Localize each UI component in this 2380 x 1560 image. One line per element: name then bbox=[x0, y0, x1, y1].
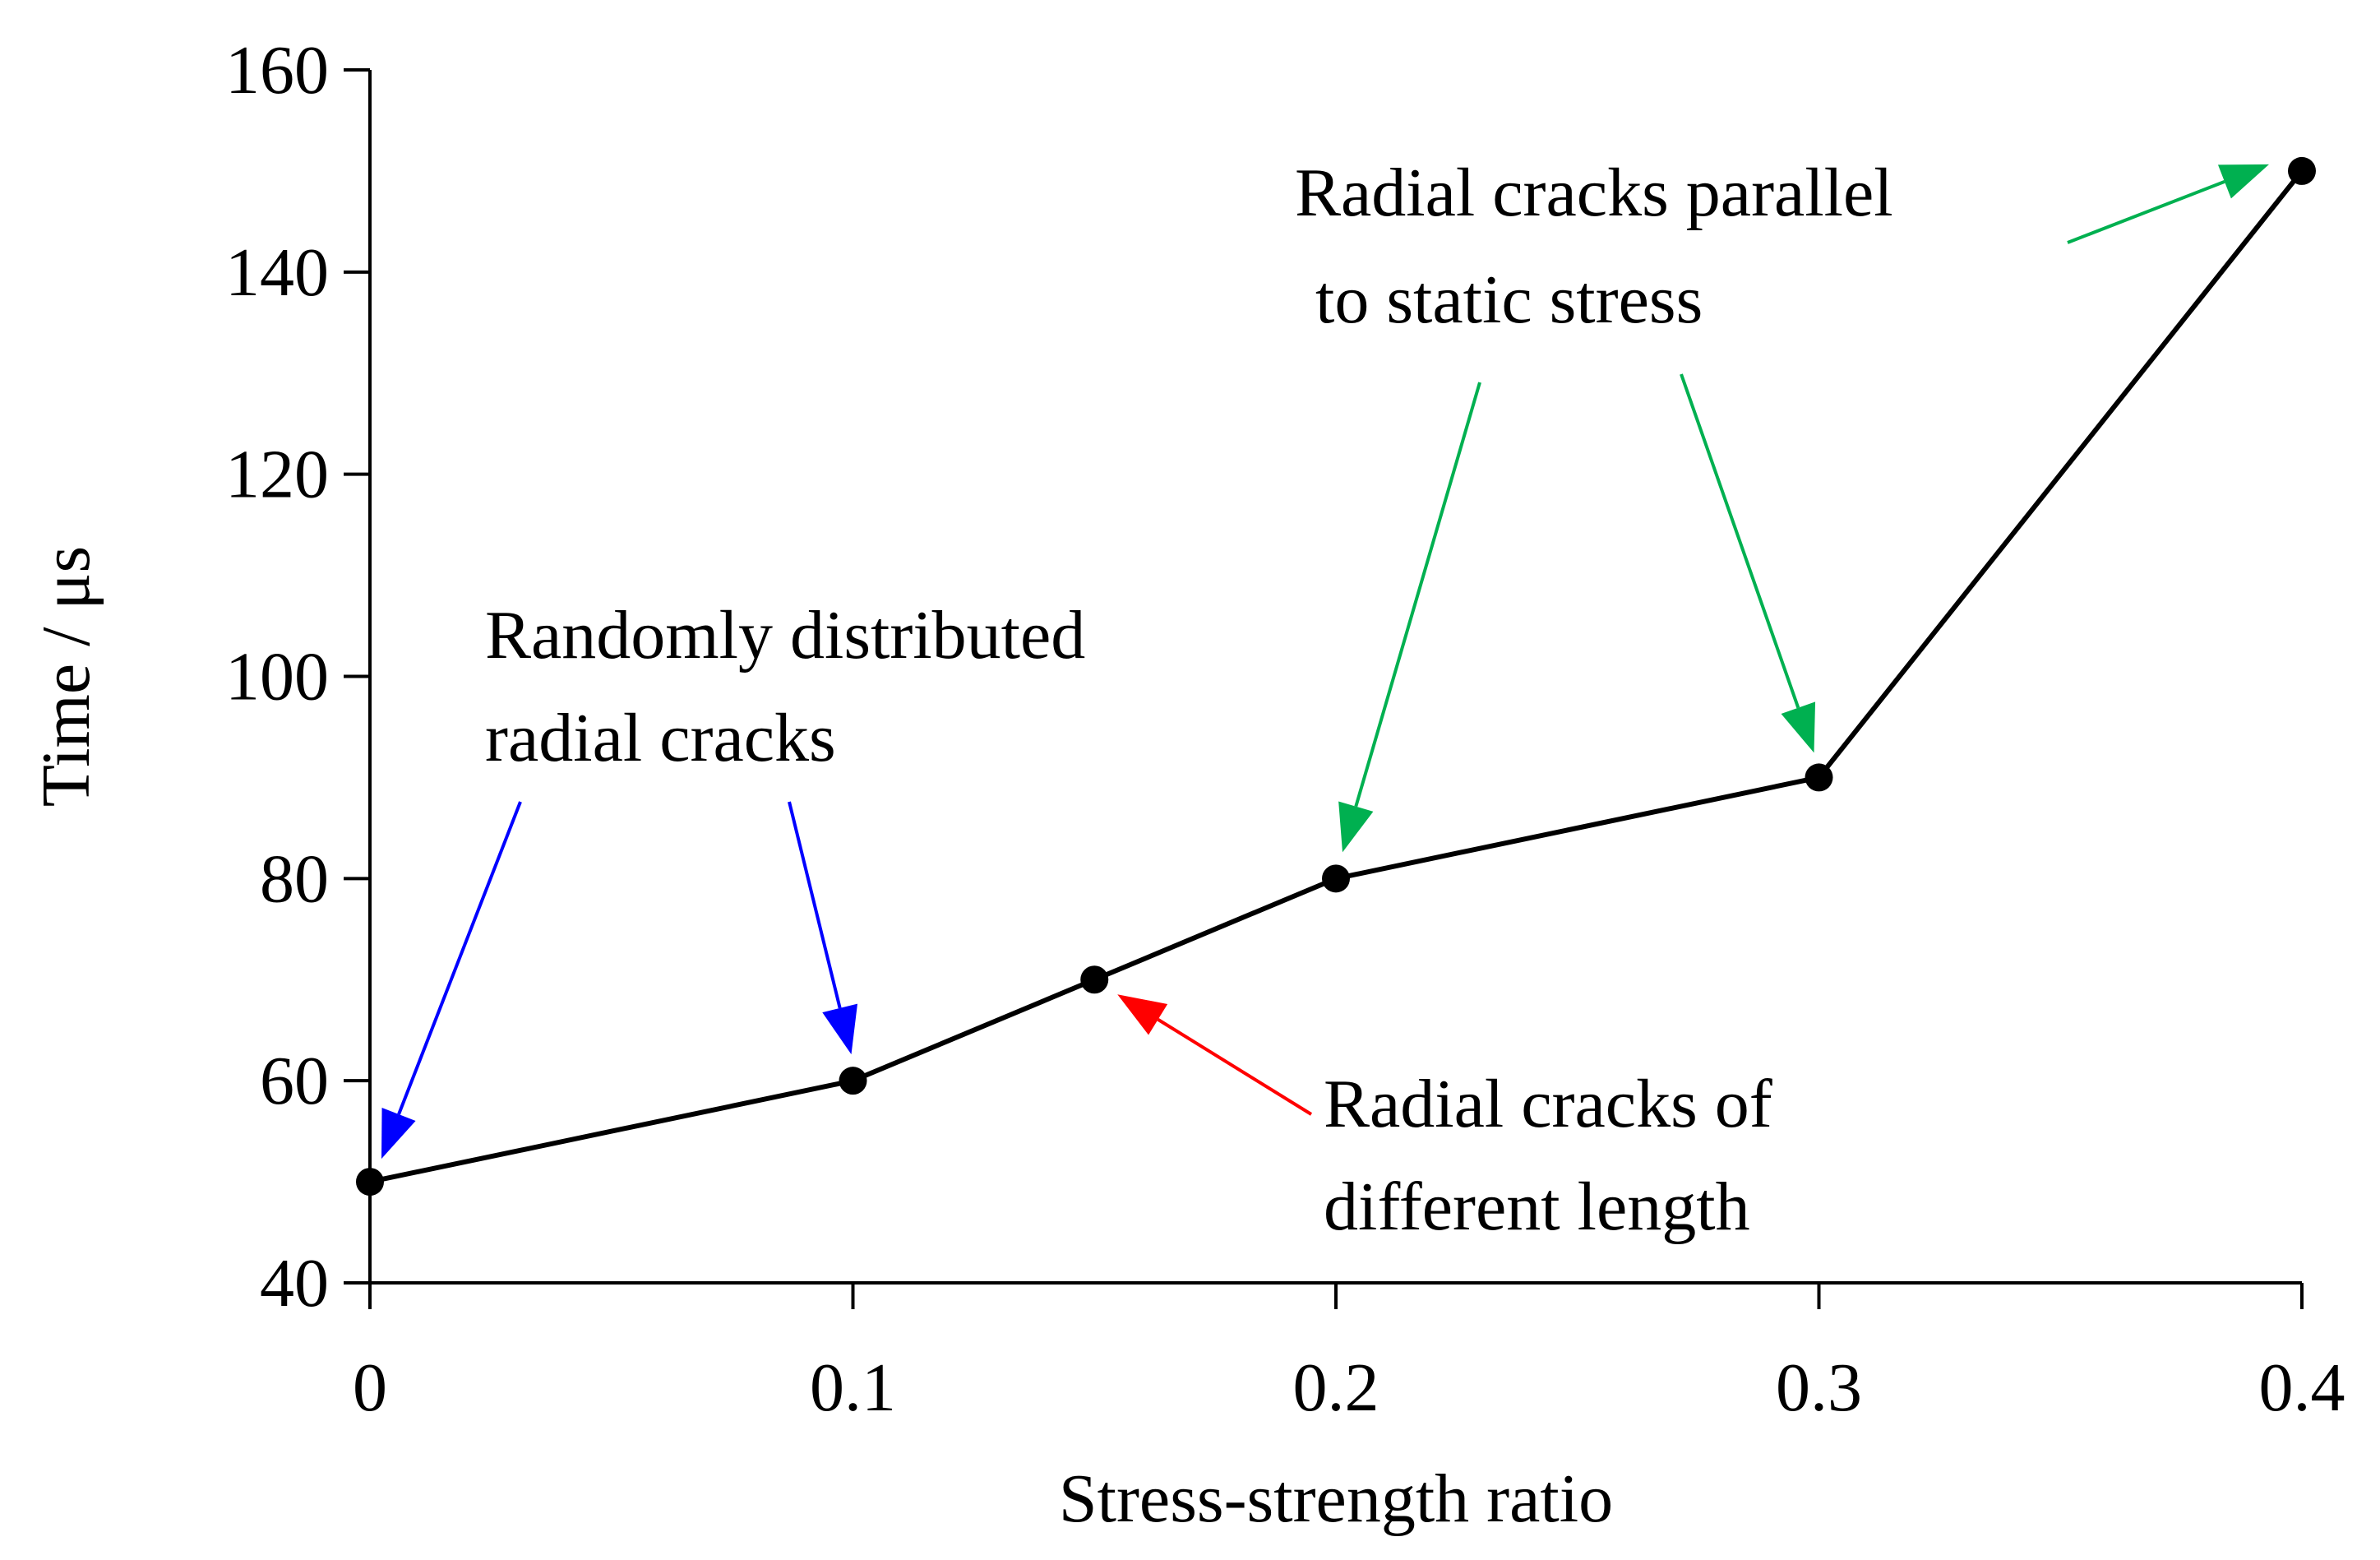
y-axis-ticks: 40 60 80 100 120 140 160 bbox=[225, 32, 370, 1322]
y-axis-title: Time / μs bbox=[28, 546, 104, 807]
y-tick-label: 140 bbox=[225, 234, 329, 311]
annotation-arrows bbox=[381, 164, 2269, 1160]
data-point bbox=[1080, 965, 1109, 994]
arrow-parallel-shaft bbox=[1680, 373, 1800, 709]
y-tick-label: 40 bbox=[260, 1245, 329, 1322]
arrow-parallel-shaft bbox=[1354, 382, 1481, 808]
y-tick-label: 160 bbox=[225, 32, 329, 109]
annotation-random-line-2: radial cracks bbox=[485, 700, 836, 776]
arrow-different-length-head bbox=[1117, 994, 1168, 1035]
arrow-random bbox=[381, 801, 522, 1160]
x-tick-label: 0.2 bbox=[1293, 1349, 1379, 1426]
arrow-parallel bbox=[1680, 373, 1816, 753]
x-tick-label: 0 bbox=[353, 1349, 387, 1426]
arrow-parallel-head bbox=[2217, 164, 2269, 199]
data-point bbox=[356, 1168, 384, 1197]
data-point bbox=[839, 1067, 867, 1095]
arrow-parallel bbox=[2067, 164, 2269, 244]
x-tick-label: 0.3 bbox=[1776, 1349, 1862, 1426]
arrow-random-head bbox=[822, 1003, 858, 1055]
y-tick-label: 100 bbox=[225, 639, 329, 715]
x-tick-label: 0.4 bbox=[2259, 1349, 2345, 1426]
annotation-parallel: Radial cracks parallel to static stress bbox=[1295, 155, 1893, 338]
arrow-random-shaft bbox=[788, 801, 842, 1009]
y-tick-label: 80 bbox=[260, 840, 329, 917]
arrow-parallel-head bbox=[1338, 801, 1374, 853]
x-axis-title: Stress-strength ratio bbox=[1059, 1460, 1613, 1537]
annotation-random: Randomly distributed radial cracks bbox=[485, 597, 1085, 776]
axes: 40 60 80 100 120 140 160 0 0.1 0.2 0.3 0.4 bbox=[225, 32, 2345, 1426]
data-point bbox=[1322, 864, 1350, 893]
y-tick-label: 120 bbox=[225, 437, 329, 513]
annotation-parallel-line-2: to static stress bbox=[1315, 262, 1703, 338]
arrow-different-length bbox=[1117, 994, 1313, 1116]
arrow-parallel bbox=[1338, 382, 1481, 853]
arrow-random bbox=[788, 801, 858, 1055]
arrow-parallel-head bbox=[1781, 701, 1816, 753]
arrow-random-shaft bbox=[397, 801, 522, 1115]
x-tick-label: 0.1 bbox=[810, 1349, 896, 1426]
arrow-different-length-shaft bbox=[1157, 1018, 1313, 1116]
y-tick-label: 60 bbox=[260, 1043, 329, 1119]
annotation-different-length-line-1: Radial cracks of bbox=[1324, 1066, 1772, 1142]
arrow-parallel-shaft bbox=[2067, 180, 2225, 244]
series-layer bbox=[356, 156, 2316, 1197]
annotation-random-line-1: Randomly distributed bbox=[485, 597, 1085, 674]
data-point bbox=[2288, 156, 2316, 185]
data-point bbox=[1805, 763, 1833, 792]
annotations: Randomly distributed radial cracks Radia… bbox=[381, 155, 2269, 1245]
annotation-parallel-line-1: Radial cracks parallel bbox=[1295, 155, 1893, 231]
annotation-different-length: Radial cracks of different length bbox=[1324, 1066, 1772, 1245]
x-axis-ticks: 0 0.1 0.2 0.3 0.4 bbox=[353, 1283, 2345, 1426]
series-line bbox=[369, 169, 2304, 1185]
annotation-different-length-line-2: different length bbox=[1324, 1169, 1750, 1245]
arrow-random-head bbox=[381, 1108, 416, 1160]
